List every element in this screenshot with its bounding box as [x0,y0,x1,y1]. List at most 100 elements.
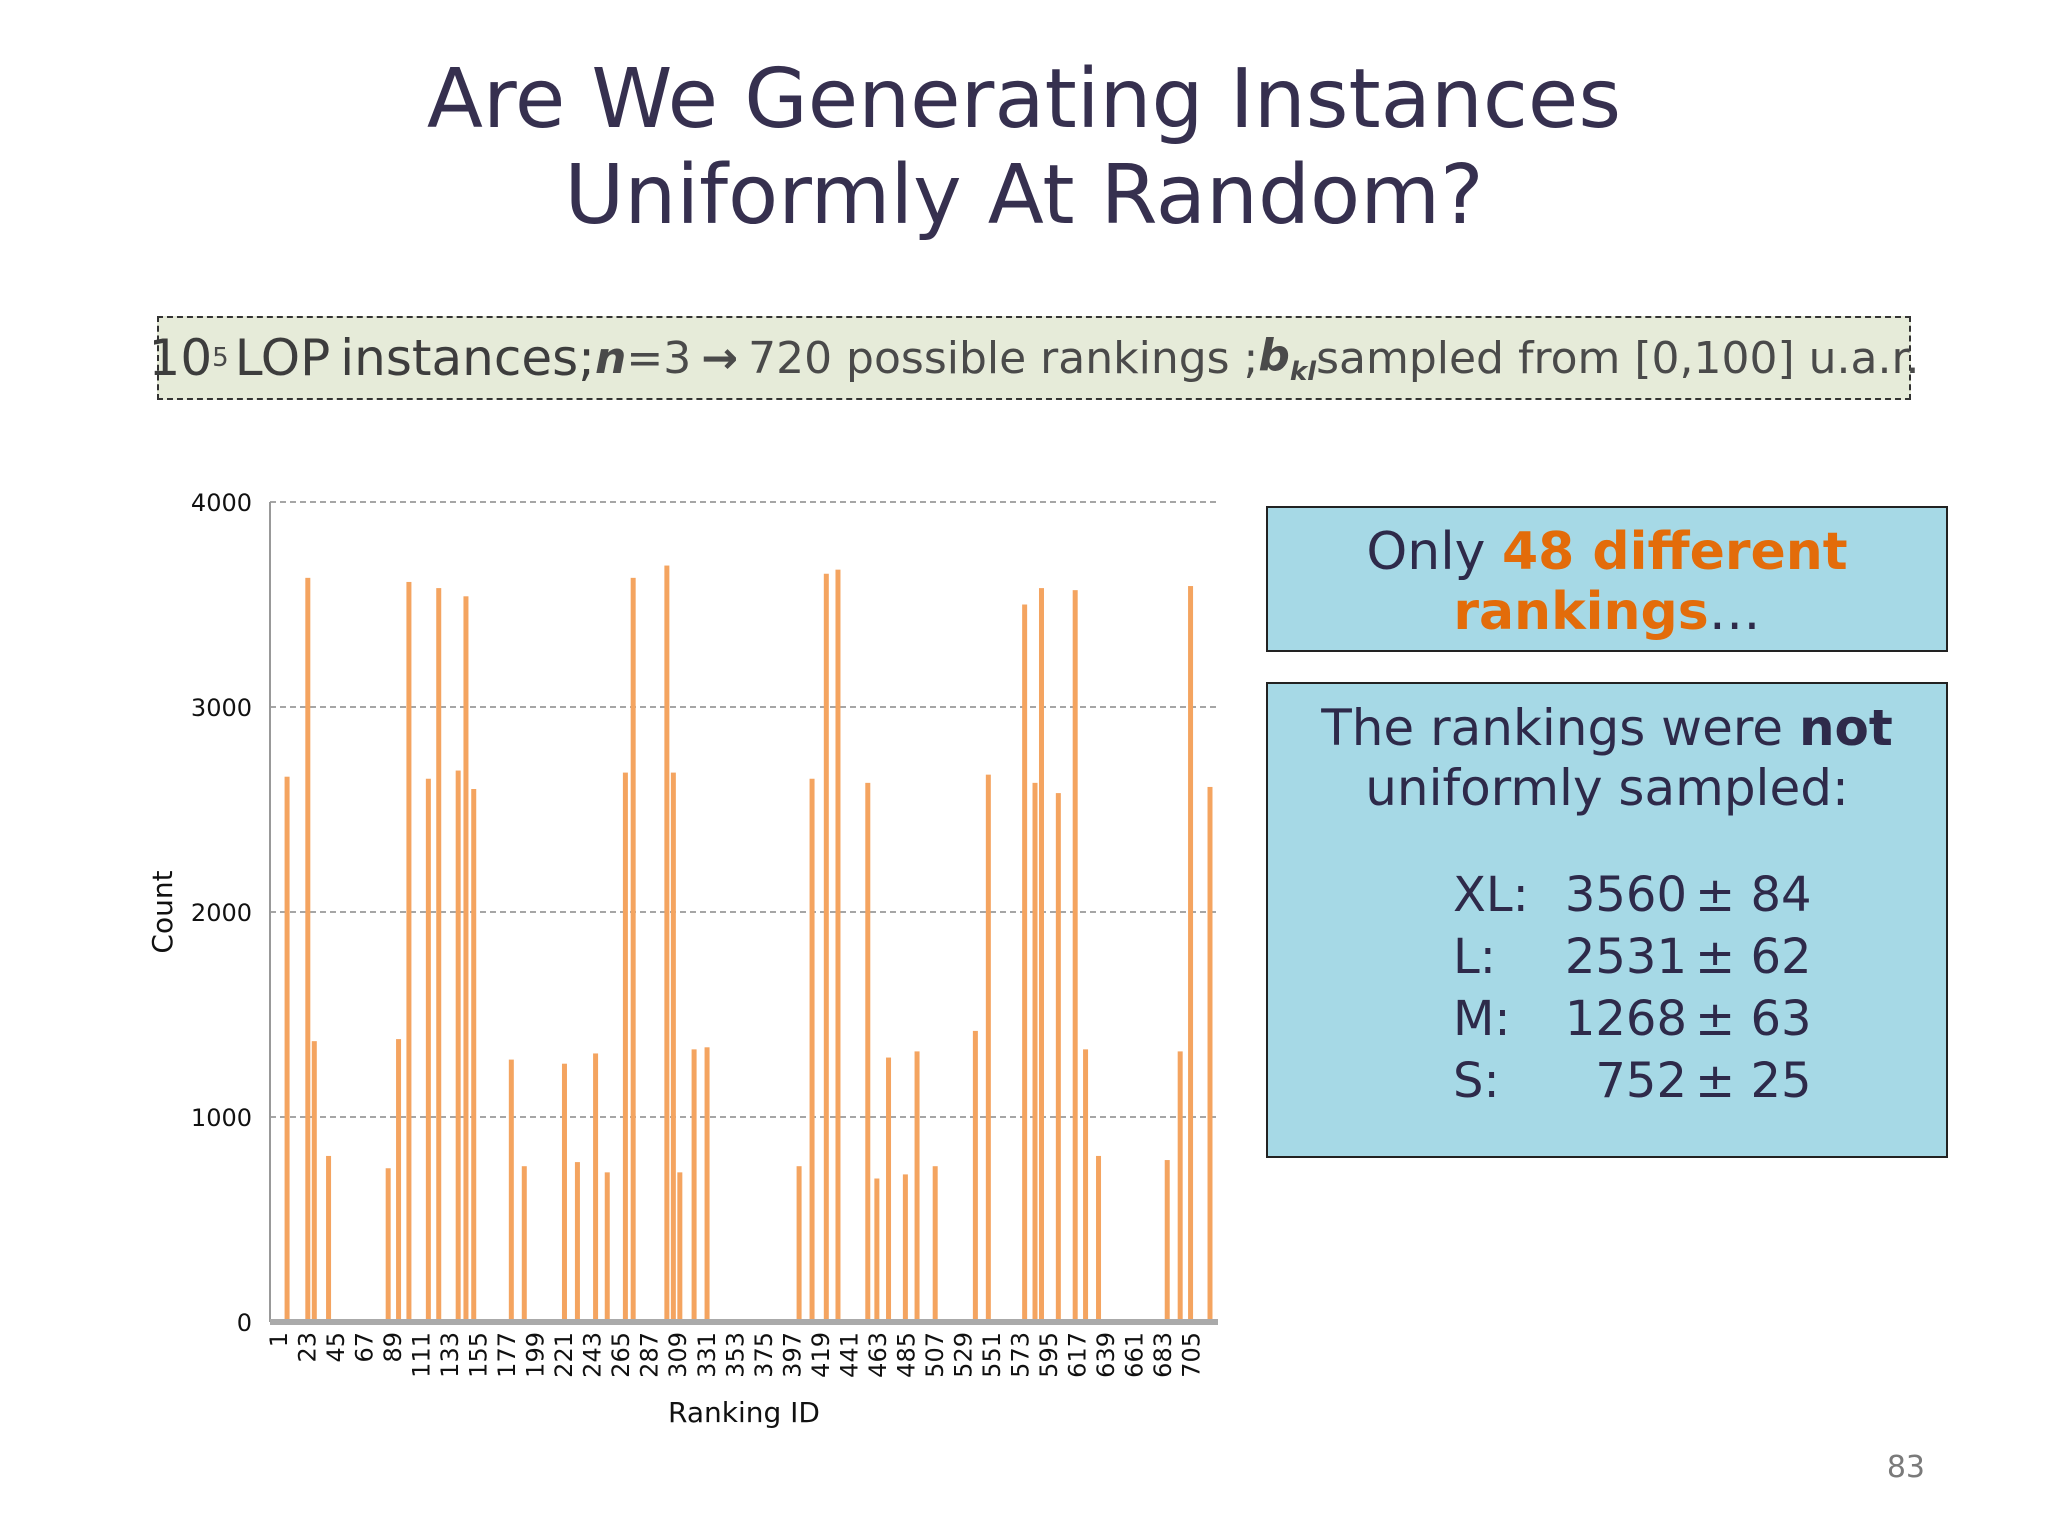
bar [593,1053,599,1322]
x-tick-label: 45 [322,1332,350,1363]
x-tick-label: 529 [949,1332,977,1378]
bar [1177,1051,1183,1322]
callout-suffix: … [1708,582,1761,642]
info-n-eq: =3 [626,332,692,384]
stat-error: ± 84 [1695,867,1812,923]
x-tick-label: 617 [1063,1332,1091,1378]
callout-highlight-1: 48 different [1501,522,1848,582]
x-tick-label: 111 [408,1332,436,1378]
x-tick-label: 221 [550,1332,578,1378]
size-stats: XL: 3560 ± 84 L: 2531 ± 62 M: 1268 ± 63 … [1453,864,1812,1112]
info-rankings-text: 720 possible rankings ; [748,332,1259,384]
info-lop: LOP [234,329,331,387]
x-tick-label: 551 [978,1332,1006,1378]
stat-error: ± 63 [1695,991,1812,1047]
callout-prefix: Only [1366,522,1502,582]
stat-row-m: M: 1268 ± 63 [1453,988,1812,1050]
bar [835,569,841,1322]
x-tick-label: 419 [807,1332,835,1378]
bar [311,1041,317,1322]
stat-error: ± 25 [1695,1053,1812,1109]
y-axis-label: Count [146,870,179,953]
bar [305,577,311,1322]
bar [622,772,628,1322]
bar [972,1030,978,1322]
bar [396,1039,402,1322]
stat-label: L: [1453,929,1496,985]
y-tick-labels: 0 1000 2000 3000 4000 [191,489,252,1337]
callout-highlight-2: rankings [1453,582,1709,642]
experiment-info-box: 10 5 LOP instances; n =3 → 720 possible r… [149,316,1920,400]
stat-value: 752 [1595,1053,1687,1109]
x-tick-label: 683 [1149,1332,1177,1378]
bar [691,1049,697,1322]
x-tick-label: 705 [1178,1332,1206,1378]
bar [425,778,431,1322]
x-tick-label: 67 [351,1332,379,1363]
bar [471,789,477,1322]
x-tick-label: 441 [835,1332,863,1378]
x-tick-label: 155 [465,1332,493,1378]
bar [436,588,442,1322]
bar [865,782,871,1322]
bar [677,1172,683,1322]
not-uniform-prefix: The rankings were [1321,699,1799,757]
bar [284,776,290,1322]
bar [1055,793,1061,1322]
not-uniform-line2: uniformly sampled: [1365,759,1849,817]
y-tick-label: 3000 [191,694,252,722]
x-tick-label: 265 [607,1332,635,1378]
bar [1164,1160,1170,1322]
bar [463,596,469,1322]
bar [406,581,412,1322]
y-tick-label: 0 [237,1309,252,1337]
x-axis-label: Ranking ID [668,1396,820,1429]
x-tick-label: 353 [721,1332,749,1378]
x-tick-label: 573 [1006,1332,1034,1378]
stat-label: XL: [1453,867,1529,923]
info-n-var: n [595,332,627,384]
ranking-count-chart: 0 1000 2000 3000 4000 1 23 45 67 89 111 133 155 177 1… [146,489,1218,1429]
bar [823,573,829,1322]
x-tick-label: 287 [636,1332,664,1378]
bar [1072,590,1078,1322]
info-sampled-text: sampled from [0,100] u.a.r. [1316,332,1920,384]
info-b-var: b [1258,329,1290,381]
bar [809,778,815,1322]
bar [704,1047,710,1322]
x-tick-label: 595 [1035,1332,1063,1378]
x-tick-label: 177 [493,1332,521,1378]
stat-value: 1268 [1564,991,1687,1047]
x-tick-label: 1 [265,1332,293,1347]
callout-not-uniform: The rankings were not uniformly sampled:… [1266,682,1948,1158]
bar [1032,782,1038,1322]
bar [326,1155,332,1322]
y-tick-label: 2000 [191,899,252,927]
stat-row-l: L: 2531 ± 62 [1453,926,1812,988]
title-line-2: Uniformly At Random? [564,148,1484,243]
x-tick-label: 463 [864,1332,892,1378]
bar [521,1166,527,1322]
bar [664,565,670,1322]
bar [914,1051,920,1322]
bar [1188,586,1194,1322]
stat-label: S: [1453,1053,1500,1109]
bar-layer [284,565,1213,1322]
x-tick-label: 23 [294,1332,322,1363]
bar [902,1174,908,1322]
x-tick-label: 243 [579,1332,607,1378]
x-tick-label: 639 [1092,1332,1120,1378]
x-tick-label: 507 [921,1332,949,1378]
stat-value: 2531 [1564,929,1687,985]
x-tick-label: 133 [436,1332,464,1378]
page-number: 83 [1886,1450,1925,1485]
stat-error: ± 62 [1695,929,1812,985]
x-tick-label: 375 [750,1332,778,1378]
bar [508,1059,514,1322]
bar [985,774,991,1322]
bar [604,1172,610,1322]
info-b-sub: kl [1289,356,1317,387]
bar [455,770,461,1322]
bar [1207,786,1213,1322]
bar [574,1162,580,1322]
